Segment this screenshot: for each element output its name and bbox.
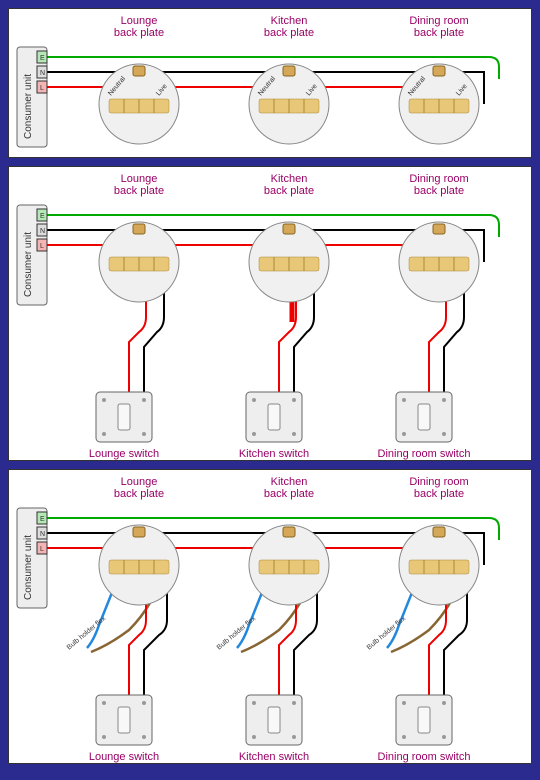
svg-text:L: L <box>40 243 44 250</box>
svg-text:N: N <box>40 70 45 77</box>
consumer-unit: E N L Consumer unit <box>17 205 47 305</box>
ceiling-rose: Neutral Live <box>249 64 329 144</box>
svg-text:back plate: back plate <box>264 185 314 197</box>
svg-text:back plate: back plate <box>114 488 164 500</box>
svg-text:Consumer unit: Consumer unit <box>23 232 34 297</box>
rose-title: back plate <box>264 27 314 39</box>
ceiling-rose <box>99 222 179 302</box>
consumer-unit: E N L Consumer unit <box>17 508 47 608</box>
light-switch <box>96 695 152 745</box>
diagram-svg-3: Lounge back plate Kitchen back plate Din… <box>9 470 531 763</box>
svg-text:Lounge: Lounge <box>121 476 158 488</box>
rose-title: back plate <box>414 27 464 39</box>
svg-text:Kitchen switch: Kitchen switch <box>239 751 309 763</box>
svg-text:Consumer unit: Consumer unit <box>23 74 34 139</box>
svg-text:N: N <box>40 531 45 538</box>
rose-title: Kitchen <box>271 15 308 27</box>
diagram-svg-2: Lounge back plate Kitchen back plate Din… <box>9 167 531 460</box>
svg-text:Lounge switch: Lounge switch <box>89 448 159 460</box>
svg-text:Dining room: Dining room <box>409 173 468 185</box>
wiring-panel-stage1: Lounge back plate Kitchen back plate Din… <box>8 8 532 158</box>
rose-title: Lounge <box>121 15 158 27</box>
svg-text:back plate: back plate <box>264 488 314 500</box>
wiring-panel-stage2: Lounge back plate Kitchen back plate Din… <box>8 166 532 461</box>
svg-text:L: L <box>40 546 44 553</box>
ceiling-rose <box>399 222 479 302</box>
svg-text:Kitchen: Kitchen <box>271 476 308 488</box>
svg-text:back plate: back plate <box>414 488 464 500</box>
svg-text:L: L <box>40 85 44 92</box>
svg-text:Dining room switch: Dining room switch <box>378 448 471 460</box>
svg-text:Dining room: Dining room <box>409 476 468 488</box>
ceiling-rose <box>399 525 479 605</box>
ceiling-rose <box>249 222 329 302</box>
svg-text:E: E <box>40 516 45 523</box>
wiring-panel-stage3: Lounge back plate Kitchen back plate Din… <box>8 469 532 764</box>
ceiling-rose <box>249 525 329 605</box>
svg-text:E: E <box>40 55 45 62</box>
ceiling-rose <box>99 525 179 605</box>
svg-text:Lounge: Lounge <box>121 173 158 185</box>
svg-text:Kitchen switch: Kitchen switch <box>239 448 309 460</box>
light-switch <box>396 695 452 745</box>
consumer-unit: E N L Consumer unit <box>17 47 47 147</box>
svg-text:back plate: back plate <box>114 185 164 197</box>
light-switch <box>96 392 152 442</box>
rose-title: Dining room <box>409 15 468 27</box>
svg-text:back plate: back plate <box>414 185 464 197</box>
svg-text:E: E <box>40 213 45 220</box>
diagram-svg-1: Lounge back plate Kitchen back plate Din… <box>9 9 531 157</box>
svg-text:N: N <box>40 228 45 235</box>
ceiling-rose: Neutral Live <box>399 64 479 144</box>
light-switch <box>246 695 302 745</box>
light-switch <box>246 392 302 442</box>
rose-title: back plate <box>114 27 164 39</box>
svg-text:Dining room switch: Dining room switch <box>378 751 471 763</box>
ceiling-rose: Neutral Live <box>99 64 179 144</box>
svg-text:Kitchen: Kitchen <box>271 173 308 185</box>
svg-text:Consumer unit: Consumer unit <box>23 535 34 600</box>
light-switch <box>396 392 452 442</box>
svg-text:Lounge switch: Lounge switch <box>89 751 159 763</box>
